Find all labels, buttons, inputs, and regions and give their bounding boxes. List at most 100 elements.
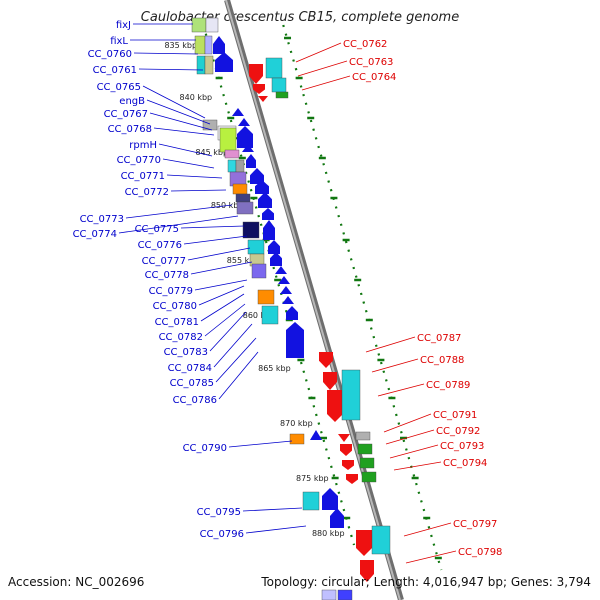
left-gene-label: CC_0772 (125, 187, 169, 198)
right-gene-leader-line (365, 336, 416, 353)
right-gene-leader-line (297, 60, 348, 77)
left-gene-label: CC_0796 (200, 529, 244, 540)
right-gene-leader-line (301, 75, 351, 91)
left-gene-label: CC_0778 (145, 270, 189, 281)
left-gene-label: CC_0790 (183, 443, 227, 454)
gene-glyph (237, 126, 253, 148)
left-gene-leader-line (198, 285, 245, 306)
gene-glyph (275, 266, 287, 274)
left-gene-leader-line (142, 85, 206, 119)
left-gene-leader-line (138, 68, 204, 71)
left-gene-leader-line (194, 279, 248, 291)
gene-glyph (204, 55, 214, 75)
kbp-tick-label: 855 kbp (227, 256, 260, 265)
gene-glyph (340, 444, 352, 456)
left-gene-leader-line (218, 351, 259, 400)
left-gene-label: CC_0795 (197, 507, 241, 518)
gene-glyph (282, 296, 294, 304)
gene-glyph (258, 192, 272, 208)
left-gene-leader-line (200, 293, 245, 322)
left-gene-label: CC_0761 (93, 65, 137, 76)
right-gene-leader-line (389, 444, 439, 459)
left-gene-label: CC_0767 (104, 109, 148, 120)
left-gene-leader-line (204, 303, 246, 337)
left-gene-leader-line (213, 323, 253, 368)
kbp-tick-label: 835 kbp (164, 41, 197, 50)
left-gene-label: CC_0786 (173, 395, 217, 406)
right-gene-label: CC_0763 (349, 57, 393, 68)
gene-glyph (265, 57, 283, 79)
gene-glyph (247, 239, 265, 255)
gene-glyph (242, 144, 254, 152)
left-gene-leader-line (162, 158, 215, 169)
gene-glyph (361, 471, 377, 483)
right-gene-label: CC_0793 (440, 441, 484, 452)
left-gene-leader-line (187, 247, 251, 261)
right-gene-label: CC_0791 (433, 410, 477, 421)
left-gene-leader-line (180, 225, 245, 229)
left-gene-label: CC_0779 (149, 286, 193, 297)
gene-glyph (253, 84, 265, 94)
gene-glyph (194, 35, 206, 55)
gene-glyph (327, 390, 343, 422)
right-gene-leader-line (393, 461, 442, 471)
gene-glyph (286, 322, 304, 358)
left-gene-label: CC_0782 (159, 332, 203, 343)
gene-glyph (275, 91, 289, 99)
kbp-tick-label: 860 kbp (243, 311, 276, 320)
gene-glyph (258, 96, 268, 102)
genome-backbone-highlight (225, 0, 401, 600)
left-gene-label: CC_0776 (138, 240, 182, 251)
gene-glyph (255, 180, 269, 194)
right-gene-label: CC_0789 (426, 380, 470, 391)
gene-glyph (321, 589, 337, 600)
right-gene-label: CC_0787 (417, 333, 461, 344)
gene-glyph (238, 118, 250, 126)
left-gene-label: CC_0777 (142, 256, 186, 267)
right-gene-leader-line (385, 429, 435, 445)
left-gene-label: CC_0784 (168, 363, 212, 374)
left-gene-leader-line (215, 337, 257, 383)
left-gene-leader-line (190, 261, 253, 275)
gene-glyph (286, 306, 298, 320)
left-gene-leader-line (153, 127, 215, 136)
gene-glyph (310, 430, 322, 440)
gene-glyph (271, 77, 287, 93)
left-gene-label: CC_0771 (121, 171, 165, 182)
right-gene-label: CC_0792 (436, 426, 480, 437)
kbp-tick-label: 880 kbp (312, 529, 345, 538)
gene-glyph (322, 488, 338, 510)
right-gene-label: CC_0798 (458, 547, 502, 558)
gene-glyph (235, 193, 251, 203)
gene-glyph (219, 127, 237, 153)
gene-glyph (227, 159, 237, 173)
gene-glyph (205, 17, 219, 33)
gene-glyph (249, 64, 263, 84)
left-gene-leader-line (125, 204, 233, 219)
gene-glyph (250, 168, 264, 184)
gene-glyph (246, 154, 256, 168)
right-gene-leader-line (295, 42, 342, 63)
gene-glyph (341, 369, 361, 421)
gene-glyph (280, 286, 292, 294)
gene-glyph (338, 434, 350, 442)
gene-glyph (346, 474, 358, 484)
gene-glyph (357, 443, 373, 455)
right-gene-label: CC_0762 (343, 39, 387, 50)
left-gene-label: CC_0770 (117, 155, 161, 166)
left-gene-label: CC_0781 (155, 317, 199, 328)
gene-glyph (371, 525, 391, 555)
gene-glyph (257, 289, 275, 305)
left-gene-label: CC_0774 (73, 229, 117, 240)
left-gene-label: rpmH (129, 140, 157, 151)
left-gene-leader-line (133, 52, 199, 55)
gene-glyph (232, 108, 244, 116)
gene-glyph (342, 460, 354, 470)
gene-glyph (232, 183, 248, 195)
gene-glyph (204, 35, 213, 55)
gene-glyph (263, 220, 275, 240)
gene-glyph (191, 17, 207, 33)
gene-glyph (213, 36, 225, 54)
left-gene-leader-line (228, 440, 293, 448)
